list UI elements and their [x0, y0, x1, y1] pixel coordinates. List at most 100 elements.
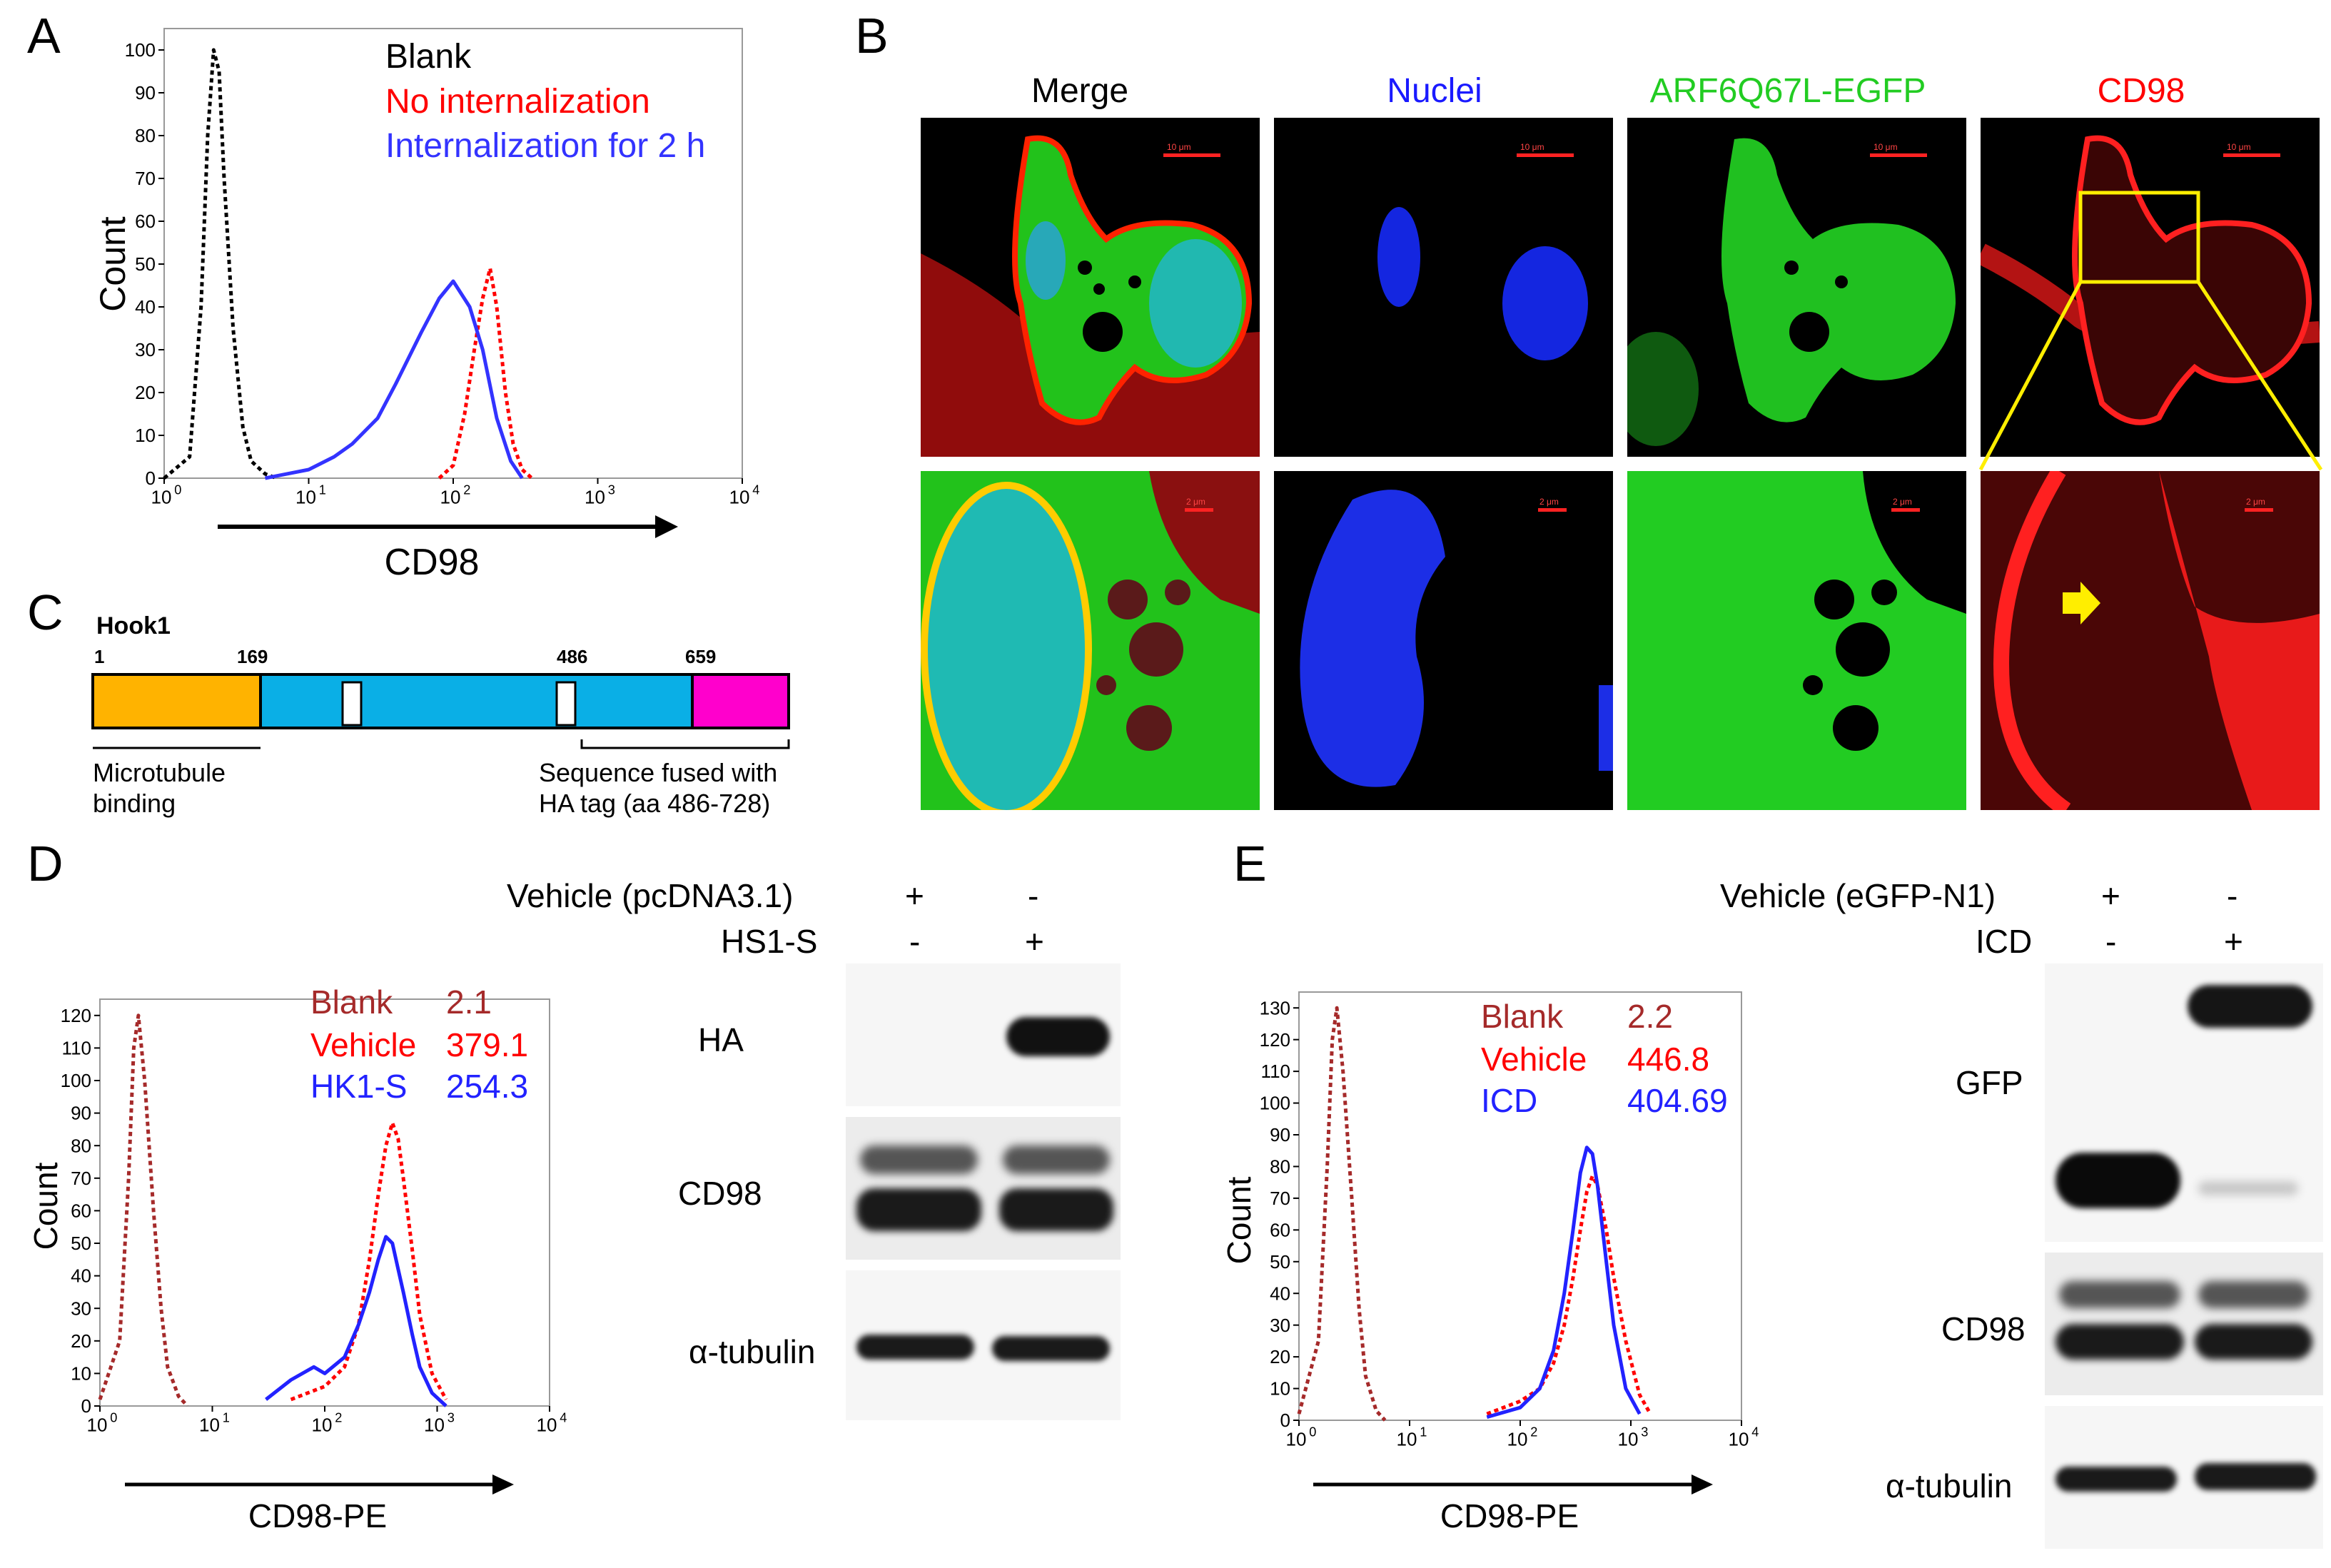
panel-e-xtick-exponent: 0: [1309, 1425, 1316, 1439]
panel-a-ytick-label: 10: [135, 425, 156, 446]
panel-e-legend-vehicle-value: 446.8: [1627, 1041, 1709, 1078]
panel-a-ytick-label: 80: [135, 125, 156, 146]
scalebar-merge-top: [1163, 153, 1220, 157]
scalebar-arf6-top-label: 10 μm: [1874, 142, 1898, 152]
band: [2059, 1281, 2180, 1308]
panel-e-ytick-label: 60: [1270, 1219, 1290, 1240]
panel-e-xtick-label: 10: [1286, 1428, 1307, 1450]
panel-a-ytick-label: 100: [125, 39, 156, 61]
panel-e-ytick-label: 40: [1270, 1283, 1290, 1304]
micro-nuclei-top-art: [1377, 207, 1588, 360]
band: [2198, 1181, 2298, 1195]
panel-b-title-arf6: ARF6Q67L-EGFP: [1649, 72, 1926, 110]
panel-d-row-cd98: CD98: [678, 1175, 762, 1212]
panel-d-series-blank: [98, 1013, 189, 1407]
panel-e-series-vehicle: [1486, 1174, 1652, 1416]
panel-a-ytick-label: 40: [135, 296, 156, 318]
panel-d-legend-hk1s-name: HK1-S: [310, 1068, 407, 1105]
scalebar-merge-bottom: [1185, 508, 1213, 512]
panel-d-ytick-label: 80: [71, 1135, 91, 1156]
panel-a-xtick-label: 10: [295, 486, 316, 507]
panel-e-xtick-label: 10: [1507, 1428, 1528, 1450]
panel-e-legend-vehicle-name: Vehicle: [1481, 1041, 1587, 1078]
micro-merge-top: 10 μm: [921, 118, 1260, 457]
panel-a-legend-blank: Blank: [385, 38, 472, 76]
panel-e-ytick-label: 70: [1270, 1188, 1290, 1209]
panel-d-ytick-label: 70: [71, 1168, 91, 1189]
panel-e-ytick-label: 120: [1260, 1029, 1290, 1051]
panel-e-ytick-label: 10: [1270, 1378, 1290, 1400]
panel-d-header-vehicle: Vehicle (pcDNA3.1): [507, 877, 794, 914]
panel-a-ytick-label: 30: [135, 339, 156, 360]
band: [2198, 1281, 2309, 1308]
band: [2056, 1153, 2180, 1208]
scalebar-cd98-top-label: 10 μm: [2227, 142, 2251, 152]
panel-e-series-icd: [1486, 1145, 1642, 1420]
panel-a-ytick-label: 90: [135, 82, 156, 103]
zoom-connector-lines: [1978, 280, 2323, 471]
panel-e-ylabel: Count: [1220, 1176, 1258, 1264]
panel-e-legend-icd-name: ICD: [1481, 1082, 1537, 1119]
band: [2056, 1324, 2184, 1360]
panel-e-legend-blank-value: 2.2: [1627, 998, 1673, 1035]
panel-e-header-vehicle: Vehicle (eGFP-N1): [1720, 877, 1996, 914]
panel-d-series-hk1-s: [265, 1235, 448, 1407]
band: [2056, 1467, 2177, 1492]
band: [992, 1336, 1110, 1361]
panel-e-xtick-exponent: 3: [1641, 1425, 1648, 1439]
panel-d-ytick-label: 90: [71, 1103, 91, 1124]
panel-c-left-caption-1: Microtubule: [93, 758, 226, 787]
panel-letter-a: A: [27, 8, 61, 64]
panel-letter-c: C: [27, 585, 64, 640]
panel-d-ytick-label: 10: [71, 1363, 91, 1385]
panel-d-header-hs1s: HS1-S: [721, 923, 818, 960]
panel-a-xtick-exponent: 3: [608, 482, 615, 497]
panel-d-xtick-exponent: 1: [223, 1410, 230, 1425]
scalebar-merge-top-label: 10 μm: [1167, 142, 1191, 152]
panel-a-series-internalization-for-2-h: [265, 279, 524, 480]
panel-letter-b: B: [855, 8, 889, 64]
panel-e-xlabel: CD98-PE: [1440, 1497, 1579, 1534]
panel-e-header-vehicle-lane2: -: [2227, 877, 2238, 914]
micro-cd98-top: 10 μm: [1981, 118, 2320, 457]
panel-e-legend-blank-name: Blank: [1481, 998, 1564, 1035]
micro-nuclei-bottom-art: [1300, 490, 1613, 787]
panel-e-header-icd: ICD: [1976, 923, 2033, 960]
panel-a-legend-internalization: Internalization for 2 h: [385, 127, 705, 165]
micro-merge-bottom: 2 μm: [921, 471, 1260, 810]
panel-d-header-hs1s-lane1: -: [909, 923, 921, 960]
panel-d-xtick-exponent: 2: [335, 1410, 342, 1425]
panel-d-xlabel: CD98-PE: [248, 1497, 387, 1534]
panel-letter-d: D: [27, 836, 64, 891]
panel-d-ytick-label: 110: [62, 1038, 91, 1059]
panel-e-ytick-label: 20: [1270, 1346, 1290, 1367]
micro-nuclei-bottom: 2 μm: [1274, 471, 1613, 810]
panel-e-header-icd-lane1: -: [2105, 923, 2117, 960]
panel-a-xtick-label: 10: [729, 486, 750, 507]
panel-d-xtick-exponent: 4: [560, 1410, 567, 1425]
panel-e-ytick-label: 80: [1270, 1156, 1290, 1178]
band: [1003, 1145, 1110, 1174]
panel-e-row-tubulin: α-tubulin: [1886, 1467, 2013, 1504]
panel-a-series-no-internalization: [438, 266, 533, 480]
panel-d-legend-blank-name: Blank: [310, 983, 393, 1021]
panel-d-xtick-label: 10: [537, 1414, 557, 1435]
panel-d-xtick-exponent: 3: [448, 1410, 455, 1425]
panel-d-ytick-label: 20: [71, 1330, 91, 1352]
scalebar-arf6-bottom: [1891, 508, 1920, 512]
panel-b-title-cd98: CD98: [2097, 72, 2185, 110]
band: [856, 1335, 974, 1360]
panel-a-xtick-exponent: 4: [752, 482, 759, 497]
panel-a-ytick-label: 50: [135, 253, 156, 275]
panel-e-ytick-label: 130: [1260, 997, 1290, 1018]
panel-c-pos-1: 1: [94, 646, 105, 667]
panel-a-xtick-label: 10: [151, 486, 172, 507]
panel-a-ytick-label: 0: [146, 467, 156, 489]
panel-d-legend-vehicle-value: 379.1: [446, 1026, 528, 1063]
panel-a-series-blank: [163, 48, 278, 480]
micro-merge-top-art: [921, 135, 1260, 457]
panel-d-header-vehicle-lane2: -: [1028, 877, 1039, 914]
panel-e-ytick-label: 50: [1270, 1251, 1290, 1273]
